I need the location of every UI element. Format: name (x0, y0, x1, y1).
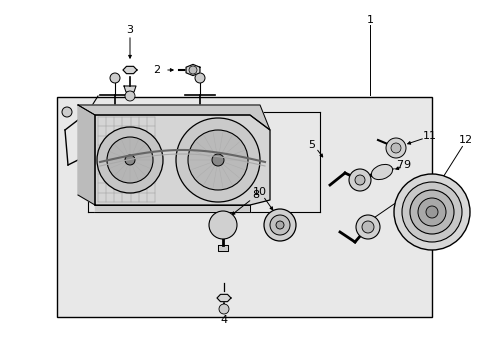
Polygon shape (95, 205, 249, 212)
Circle shape (212, 154, 224, 166)
Circle shape (264, 209, 295, 241)
Circle shape (361, 221, 373, 233)
Circle shape (269, 215, 289, 235)
Circle shape (125, 155, 135, 165)
Circle shape (97, 127, 163, 193)
Circle shape (176, 118, 260, 202)
Polygon shape (95, 115, 269, 205)
Text: 10: 10 (252, 187, 266, 197)
Circle shape (125, 91, 135, 101)
Circle shape (195, 73, 204, 83)
Text: 6: 6 (396, 200, 403, 210)
Text: 5: 5 (308, 140, 315, 150)
Circle shape (189, 66, 197, 74)
Polygon shape (78, 105, 95, 205)
Circle shape (355, 215, 379, 239)
Circle shape (390, 143, 400, 153)
Circle shape (62, 107, 72, 117)
Circle shape (401, 182, 461, 242)
Polygon shape (124, 86, 136, 92)
Text: 11: 11 (422, 131, 436, 141)
Circle shape (275, 221, 284, 229)
Text: 8: 8 (252, 190, 259, 200)
Circle shape (219, 304, 228, 314)
Circle shape (208, 211, 237, 239)
Circle shape (425, 206, 437, 218)
Polygon shape (218, 245, 227, 251)
Text: 4: 4 (220, 315, 227, 325)
Circle shape (385, 138, 405, 158)
Text: 7: 7 (396, 160, 403, 170)
Circle shape (393, 174, 469, 250)
Ellipse shape (370, 165, 392, 180)
Text: 2: 2 (153, 65, 160, 75)
Circle shape (354, 175, 364, 185)
Circle shape (348, 169, 370, 191)
Polygon shape (78, 105, 269, 130)
Circle shape (110, 73, 120, 83)
Text: 12: 12 (458, 135, 472, 145)
Text: 9: 9 (403, 160, 410, 170)
Circle shape (417, 198, 445, 226)
Text: 3: 3 (126, 25, 133, 35)
Circle shape (107, 137, 153, 183)
Polygon shape (217, 294, 230, 302)
Polygon shape (186, 64, 200, 76)
Circle shape (187, 130, 247, 190)
Circle shape (409, 190, 453, 234)
Bar (57, 97, 431, 317)
Text: 1: 1 (366, 15, 373, 25)
Polygon shape (123, 66, 137, 74)
